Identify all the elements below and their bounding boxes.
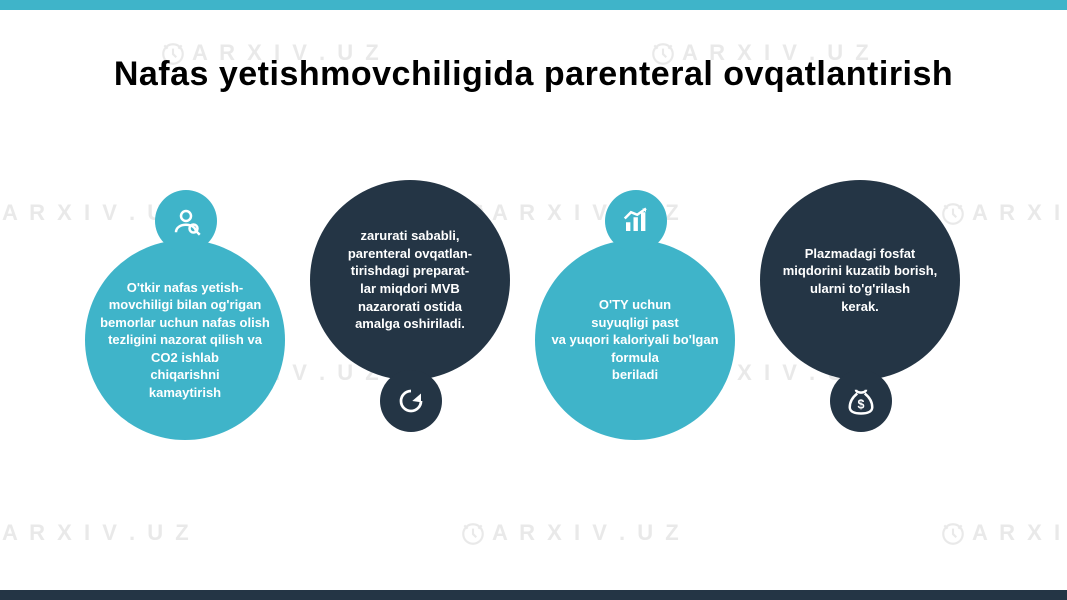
c1-large: O'tkir nafas yetish-movchiligi bilan og'… (85, 240, 285, 440)
c3-small (605, 190, 667, 252)
user-icon (171, 206, 201, 236)
money-icon (846, 386, 876, 416)
c4-large-text: Plazmadagi fosfat miqdorini kuzatib bori… (760, 245, 960, 315)
bottom-accent-bar (0, 590, 1067, 600)
watermark-text: A R X I V . U Z (0, 520, 192, 547)
c2-large: zarurati sababli,parenteral ovqatlan-tir… (310, 180, 510, 380)
c4-small (830, 370, 892, 432)
chart-icon (621, 206, 651, 236)
c3-large: O'TY uchunsuyuqligi pastva yuqori kalori… (535, 240, 735, 440)
top-accent-bar (0, 0, 1067, 10)
c2-large-text: zarurati sababli,parenteral ovqatlan-tir… (334, 227, 486, 332)
page-title: Nafas yetishmovchiligida parenteral ovqa… (0, 55, 1067, 94)
c1-small (155, 190, 217, 252)
c3-large-text: O'TY uchunsuyuqligi pastva yuqori kalori… (535, 296, 735, 384)
c4-large: Plazmadagi fosfat miqdorini kuzatib bori… (760, 180, 960, 380)
c2-small (380, 370, 442, 432)
c1-large-text: O'tkir nafas yetish-movchiligi bilan og'… (85, 279, 285, 402)
watermark-text: A R X I V . U Z (940, 520, 1067, 547)
watermark-text: A R X I V . U Z (460, 520, 682, 547)
watermark-text: A R X I V . U Z (940, 200, 1067, 227)
refresh-icon (396, 386, 426, 416)
